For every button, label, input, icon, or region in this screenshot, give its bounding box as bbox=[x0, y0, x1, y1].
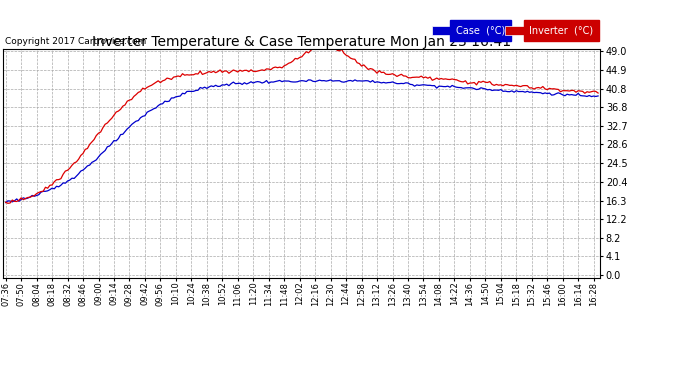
Legend: Case  (°C), Inverter  (°C): Case (°C), Inverter (°C) bbox=[430, 24, 595, 38]
Text: Copyright 2017 Cartronics.com: Copyright 2017 Cartronics.com bbox=[5, 38, 146, 46]
Title: Inverter Temperature & Case Temperature Mon Jan 23 16:41: Inverter Temperature & Case Temperature … bbox=[92, 35, 511, 49]
